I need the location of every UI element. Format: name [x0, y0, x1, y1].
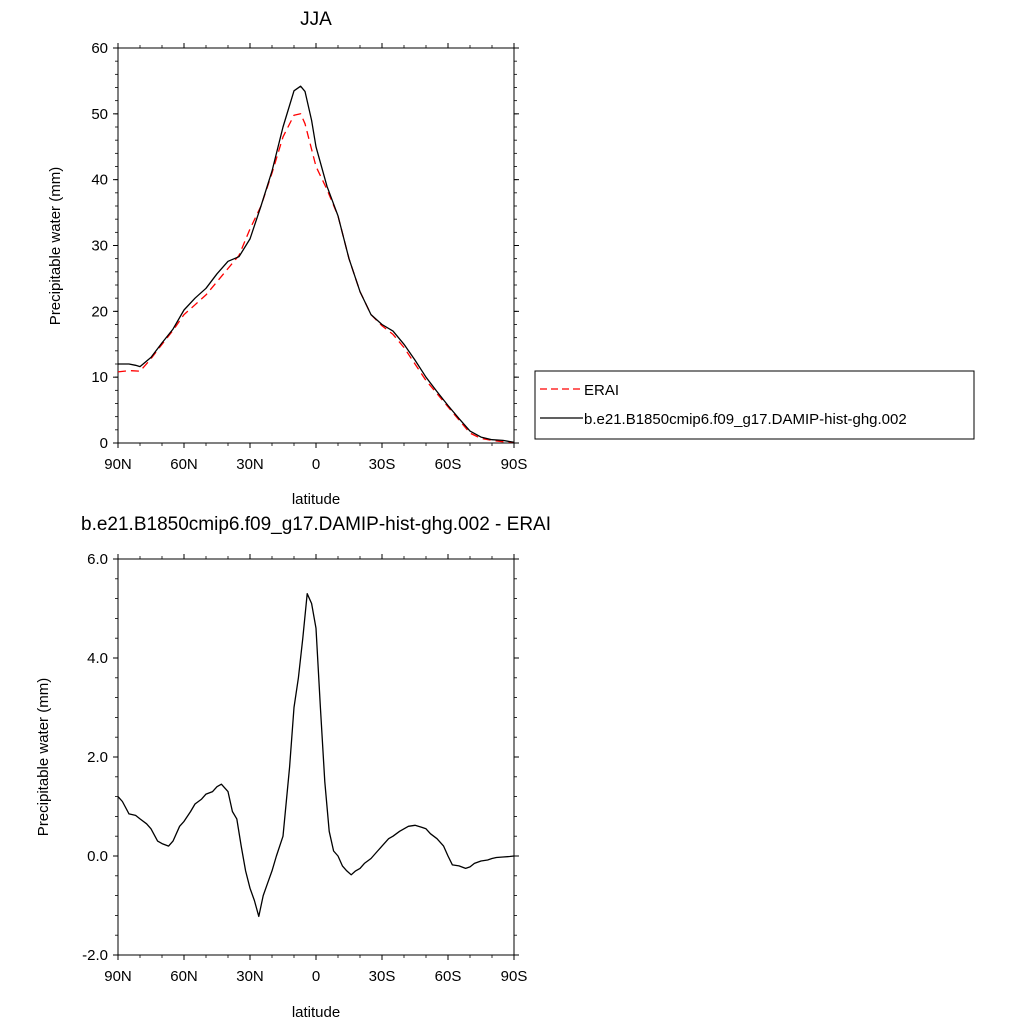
legend: ERAI b.e21.B1850cmip6.f09_g17.DAMIP-hist… [534, 370, 975, 440]
x-tick-label: 60N [170, 968, 198, 985]
bottom-plot-frame [117, 558, 515, 956]
y-tick-label: 30 [91, 238, 108, 255]
series-line-erai [117, 113, 515, 443]
bottom-axis-ticks [113, 554, 519, 960]
y-tick-label: 60 [91, 40, 108, 57]
bottom-panel: b.e21.B1850cmip6.f09_g17.DAMIP-hist-ghg.… [35, 514, 551, 1021]
series-line-model [118, 85, 515, 443]
top-series-lines [117, 85, 515, 443]
y-tick-label: 0.0 [87, 848, 108, 865]
legend-erai-label: ERAI [584, 382, 619, 399]
x-tick-label: 60S [435, 968, 462, 985]
y-tick-label: 0 [100, 435, 108, 452]
y-tick-label: 4.0 [87, 650, 108, 667]
y-tick-label: 40 [91, 172, 108, 189]
x-tick-label: 0 [312, 968, 320, 985]
y-tick-label: 20 [91, 303, 108, 320]
bottom-x-axis-label: latitude [292, 1004, 340, 1021]
top-panel: JJA 0 10 20 30 40 50 60 90N 60N 30N 0 30S 60S 90S la… [47, 9, 975, 508]
x-tick-label: 90S [501, 456, 528, 473]
x-tick-label: 30S [369, 968, 396, 985]
series-line-difference [117, 593, 515, 918]
x-tick-label: 60S [435, 456, 462, 473]
bottom-y-tick-labels: -2.0 0.0 2.0 4.0 6.0 [82, 551, 108, 964]
x-tick-label: 30N [236, 968, 264, 985]
x-tick-label: 90N [104, 456, 132, 473]
x-tick-label: 30S [369, 456, 396, 473]
top-chart-title: JJA [300, 9, 332, 30]
bottom-y-axis-label: Precipitable water (mm) [35, 678, 52, 836]
y-tick-label: 6.0 [87, 551, 108, 568]
top-axis-ticks [113, 43, 519, 448]
legend-box [534, 370, 975, 440]
bottom-chart-title: b.e21.B1850cmip6.f09_g17.DAMIP-hist-ghg.… [81, 514, 551, 535]
x-tick-label: 0 [312, 456, 320, 473]
top-y-tick-labels: 0 10 20 30 40 50 60 [91, 40, 108, 452]
legend-model-label: b.e21.B1850cmip6.f09_g17.DAMIP-hist-ghg.… [584, 411, 907, 428]
y-tick-label: 2.0 [87, 749, 108, 766]
top-plot-frame [117, 47, 515, 444]
top-y-axis-label: Precipitable water (mm) [47, 167, 64, 325]
x-tick-label: 90N [104, 968, 132, 985]
y-tick-label: 10 [91, 369, 108, 386]
y-tick-label: 50 [91, 106, 108, 123]
y-tick-label: -2.0 [82, 947, 108, 964]
x-tick-label: 90S [501, 968, 528, 985]
top-x-tick-labels: 90N 60N 30N 0 30S 60S 90S [104, 456, 527, 473]
top-x-axis-label: latitude [292, 491, 340, 508]
x-tick-label: 60N [170, 456, 198, 473]
bottom-x-tick-labels: 90N 60N 30N 0 30S 60S 90S [104, 968, 527, 985]
x-tick-label: 30N [236, 456, 264, 473]
bottom-series-lines [117, 593, 515, 918]
